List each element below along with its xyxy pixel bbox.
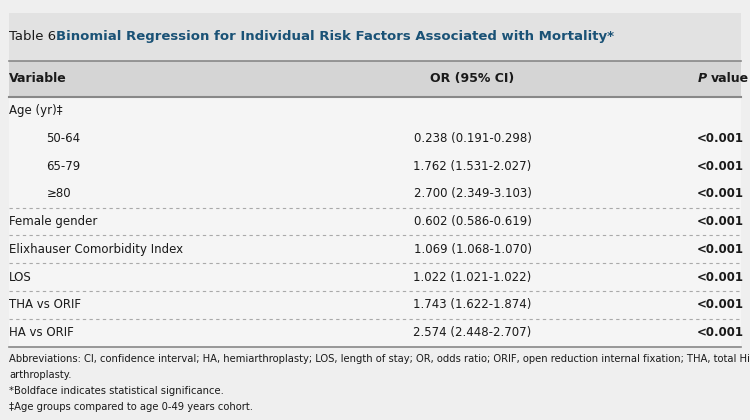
- Text: Age (yr)‡: Age (yr)‡: [9, 104, 62, 117]
- Text: ≥80: ≥80: [46, 187, 71, 200]
- Text: <0.001: <0.001: [697, 215, 743, 228]
- Bar: [9, 263, 741, 291]
- Bar: [9, 152, 741, 180]
- Text: Elixhauser Comorbidity Index: Elixhauser Comorbidity Index: [9, 243, 183, 256]
- Bar: [9, 236, 741, 263]
- Text: Variable: Variable: [9, 72, 67, 85]
- Bar: [9, 207, 741, 236]
- Text: ‡Age groups compared to age 0-49 years cohort.: ‡Age groups compared to age 0-49 years c…: [9, 402, 253, 412]
- Text: 1.022 (1.021-1.022): 1.022 (1.021-1.022): [413, 270, 532, 284]
- Text: Table 6.: Table 6.: [9, 30, 69, 43]
- Text: 2.700 (2.349-3.103): 2.700 (2.349-3.103): [413, 187, 532, 200]
- Text: <0.001: <0.001: [697, 243, 743, 256]
- Text: <0.001: <0.001: [697, 298, 743, 311]
- Text: Female gender: Female gender: [9, 215, 98, 228]
- Bar: [9, 61, 741, 97]
- Text: 1.743 (1.622-1.874): 1.743 (1.622-1.874): [413, 298, 532, 311]
- Text: HA vs ORIF: HA vs ORIF: [9, 326, 74, 339]
- Text: <0.001: <0.001: [697, 160, 743, 173]
- Text: THA vs ORIF: THA vs ORIF: [9, 298, 81, 311]
- Text: OR (95% CI): OR (95% CI): [430, 72, 514, 85]
- Text: <0.001: <0.001: [697, 132, 743, 145]
- Text: 1.069 (1.068-1.070): 1.069 (1.068-1.070): [413, 243, 532, 256]
- Text: arthroplasty.: arthroplasty.: [9, 370, 71, 380]
- Bar: [9, 124, 741, 152]
- Text: <0.001: <0.001: [697, 187, 743, 200]
- Text: 0.602 (0.586-0.619): 0.602 (0.586-0.619): [413, 215, 532, 228]
- Bar: [9, 97, 741, 124]
- Bar: [9, 180, 741, 207]
- Bar: [9, 319, 741, 346]
- Text: Abbreviations: CI, confidence interval; HA, hemiarthroplasty; LOS, length of sta: Abbreviations: CI, confidence interval; …: [9, 354, 750, 364]
- Bar: [9, 291, 741, 319]
- Text: 50-64: 50-64: [46, 132, 81, 145]
- Text: P: P: [698, 72, 711, 85]
- Text: <0.001: <0.001: [697, 270, 743, 284]
- Bar: [9, 13, 741, 61]
- Text: Binomial Regression for Individual Risk Factors Associated with Mortality*: Binomial Regression for Individual Risk …: [56, 30, 614, 43]
- Text: 0.238 (0.191-0.298): 0.238 (0.191-0.298): [413, 132, 532, 145]
- Text: <0.001: <0.001: [697, 326, 743, 339]
- Text: 65-79: 65-79: [46, 160, 81, 173]
- Text: 2.574 (2.448-2.707): 2.574 (2.448-2.707): [413, 326, 532, 339]
- Text: value: value: [711, 72, 749, 85]
- Text: 1.762 (1.531-2.027): 1.762 (1.531-2.027): [413, 160, 532, 173]
- Text: *Boldface indicates statistical significance.: *Boldface indicates statistical signific…: [9, 386, 223, 396]
- Text: LOS: LOS: [9, 270, 32, 284]
